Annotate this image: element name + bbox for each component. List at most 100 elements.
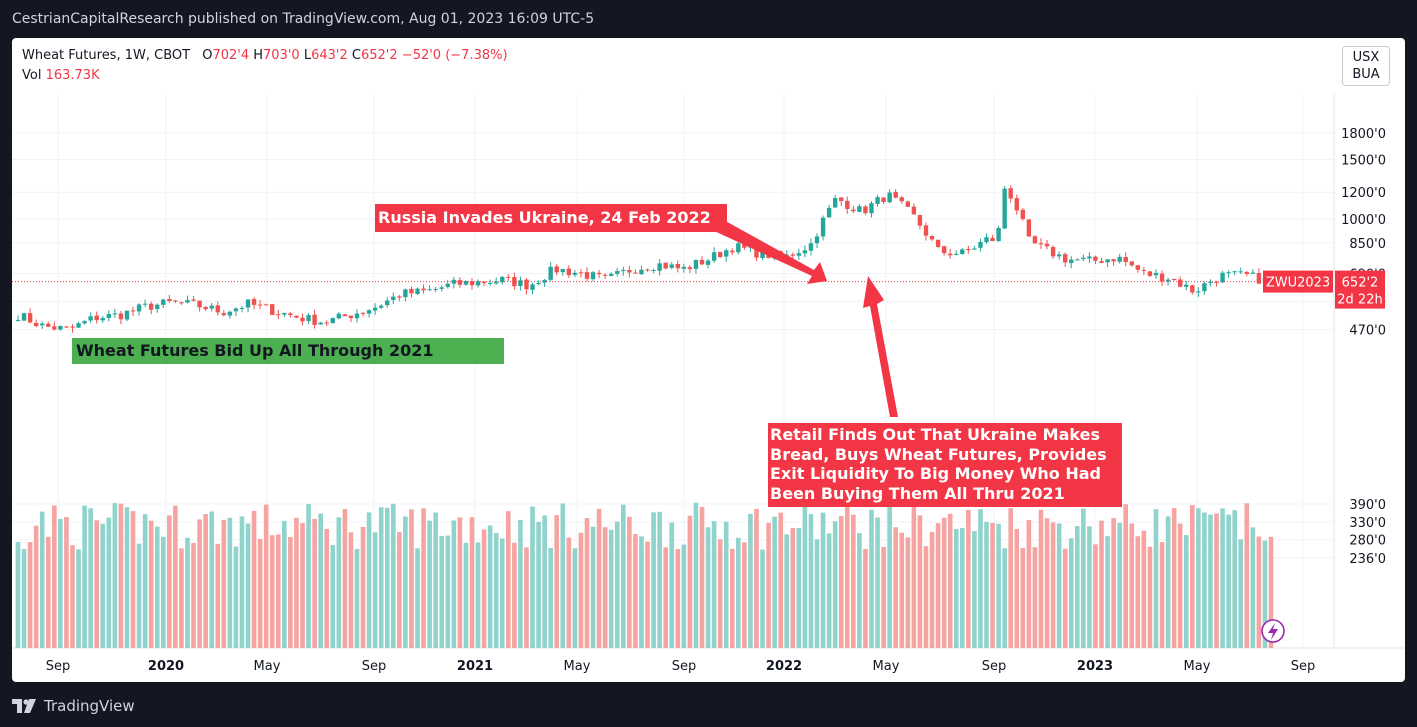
candle-body xyxy=(500,277,505,283)
volume-bar xyxy=(167,515,172,648)
volume-bar xyxy=(1208,514,1213,648)
symbol-title[interactable]: Wheat Futures, 1W, CBOT xyxy=(22,48,191,63)
open-label: O xyxy=(202,48,213,63)
volume-bar xyxy=(433,512,438,648)
candle-body xyxy=(167,299,172,302)
footer: TradingView xyxy=(12,688,135,724)
volume-bar xyxy=(336,517,342,648)
volume-bar xyxy=(602,527,608,648)
volume-bar xyxy=(966,509,971,648)
ohlc-legend: Wheat Futures, 1W, CBOT O702'4 H703'0 L6… xyxy=(22,46,508,86)
candle-body xyxy=(1165,279,1171,282)
volume-bar xyxy=(838,516,844,648)
volume-bar xyxy=(923,546,929,648)
volume-bar xyxy=(1232,510,1237,648)
volume-bar xyxy=(899,532,905,648)
volume-bar xyxy=(499,538,505,648)
volume-bar xyxy=(300,523,305,648)
candle-body xyxy=(469,281,475,286)
volume-bar xyxy=(282,520,287,648)
retail-line-3: Exit Liquidity To Big Money Who Had xyxy=(770,464,1101,483)
candle-body xyxy=(348,315,354,319)
volume-bar xyxy=(887,503,892,648)
volume-bar xyxy=(403,516,408,648)
volume-bar xyxy=(808,514,814,648)
green-annotation-text: Wheat Futures Bid Up All Through 2021 xyxy=(76,341,434,360)
volume-bar xyxy=(917,515,923,648)
price-axis-label: 390'0 xyxy=(1349,498,1386,513)
candle-body xyxy=(318,322,323,325)
green-annotation[interactable]: Wheat Futures Bid Up All Through 2021 xyxy=(72,338,504,364)
retail-line-4: Been Buying Them All Thru 2021 xyxy=(770,483,1065,503)
volume-bar xyxy=(1002,548,1007,648)
currency-line-1: USX xyxy=(1352,50,1380,65)
candle-body xyxy=(911,206,917,215)
currency-unit-button[interactable]: USX BUA xyxy=(1342,46,1390,86)
volume-bar xyxy=(972,531,977,648)
volume-bar xyxy=(1020,547,1026,648)
candle-body xyxy=(990,237,995,242)
high-label: H xyxy=(253,48,264,63)
candle-body xyxy=(814,236,820,244)
volume-bar xyxy=(451,520,457,648)
volume-bar xyxy=(463,542,469,648)
candle-body xyxy=(645,269,650,271)
invasion-annotation[interactable]: Russia Invades Ukraine, 24 Feb 2022 xyxy=(375,204,727,232)
candle-body xyxy=(221,313,227,316)
candle-body xyxy=(542,279,547,283)
candle-body xyxy=(173,300,178,302)
volume-bar xyxy=(21,549,27,648)
candle-body xyxy=(717,251,723,258)
candle-body xyxy=(966,249,971,251)
candle-body xyxy=(1081,257,1086,260)
volume-bar xyxy=(1123,504,1129,648)
candle-body xyxy=(851,209,856,212)
volume-bar xyxy=(100,523,106,648)
candle-body xyxy=(602,274,608,276)
candle-body xyxy=(566,268,572,276)
candle-body xyxy=(88,316,93,321)
candle-body xyxy=(1171,278,1177,281)
volume-bar xyxy=(88,508,93,648)
volume-bar xyxy=(1038,509,1044,648)
candle-body xyxy=(427,289,432,291)
volume-bar xyxy=(124,507,130,648)
candle-body xyxy=(639,269,644,275)
time-axis-label: May xyxy=(254,659,281,674)
invasion-annotation-text: Russia Invades Ukraine, 24 Feb 2022 xyxy=(378,208,711,227)
candle-body xyxy=(354,313,360,319)
volume-bar xyxy=(342,509,348,648)
volume-bar xyxy=(578,532,584,648)
volume-bar xyxy=(1202,512,1207,648)
retail-annotation[interactable]: Retail Finds Out That Ukraine Makes Brea… xyxy=(768,423,1122,507)
candle-body xyxy=(409,288,414,294)
candle-body xyxy=(46,323,51,327)
candle-body xyxy=(70,326,75,328)
candle-body xyxy=(475,281,481,286)
volume-bar xyxy=(717,539,723,648)
volume-bar xyxy=(1244,503,1250,648)
candle-body xyxy=(923,225,929,236)
candle-body xyxy=(905,201,911,207)
candle-body xyxy=(633,272,638,274)
volume-bar xyxy=(106,517,112,648)
candle-body xyxy=(185,300,190,303)
volume-bar xyxy=(64,517,69,648)
candle-body xyxy=(1159,273,1165,282)
chart-panel[interactable]: Sep 2020 May Sep 2021 May Sep 2022 May Sep 2023 May… xyxy=(12,38,1405,682)
candle-body xyxy=(875,197,880,204)
price-chart[interactable]: Sep 2020 May Sep 2021 May Sep 2022 May Sep 2023 May… xyxy=(12,38,1405,682)
volume-bar xyxy=(548,547,553,648)
candle-body xyxy=(1123,256,1128,262)
price-axis-label: 1800'0 xyxy=(1341,127,1386,142)
candle-body xyxy=(124,310,130,320)
tradingview-brand[interactable]: TradingView xyxy=(44,697,135,715)
volume-bar xyxy=(251,510,257,648)
volume-bar xyxy=(608,529,614,648)
candle-body xyxy=(1050,247,1056,257)
volume-bar xyxy=(518,519,523,648)
volume-bar xyxy=(627,516,632,648)
volume-bar xyxy=(851,514,856,648)
candle-body xyxy=(996,228,1001,242)
candle-body xyxy=(288,313,293,316)
